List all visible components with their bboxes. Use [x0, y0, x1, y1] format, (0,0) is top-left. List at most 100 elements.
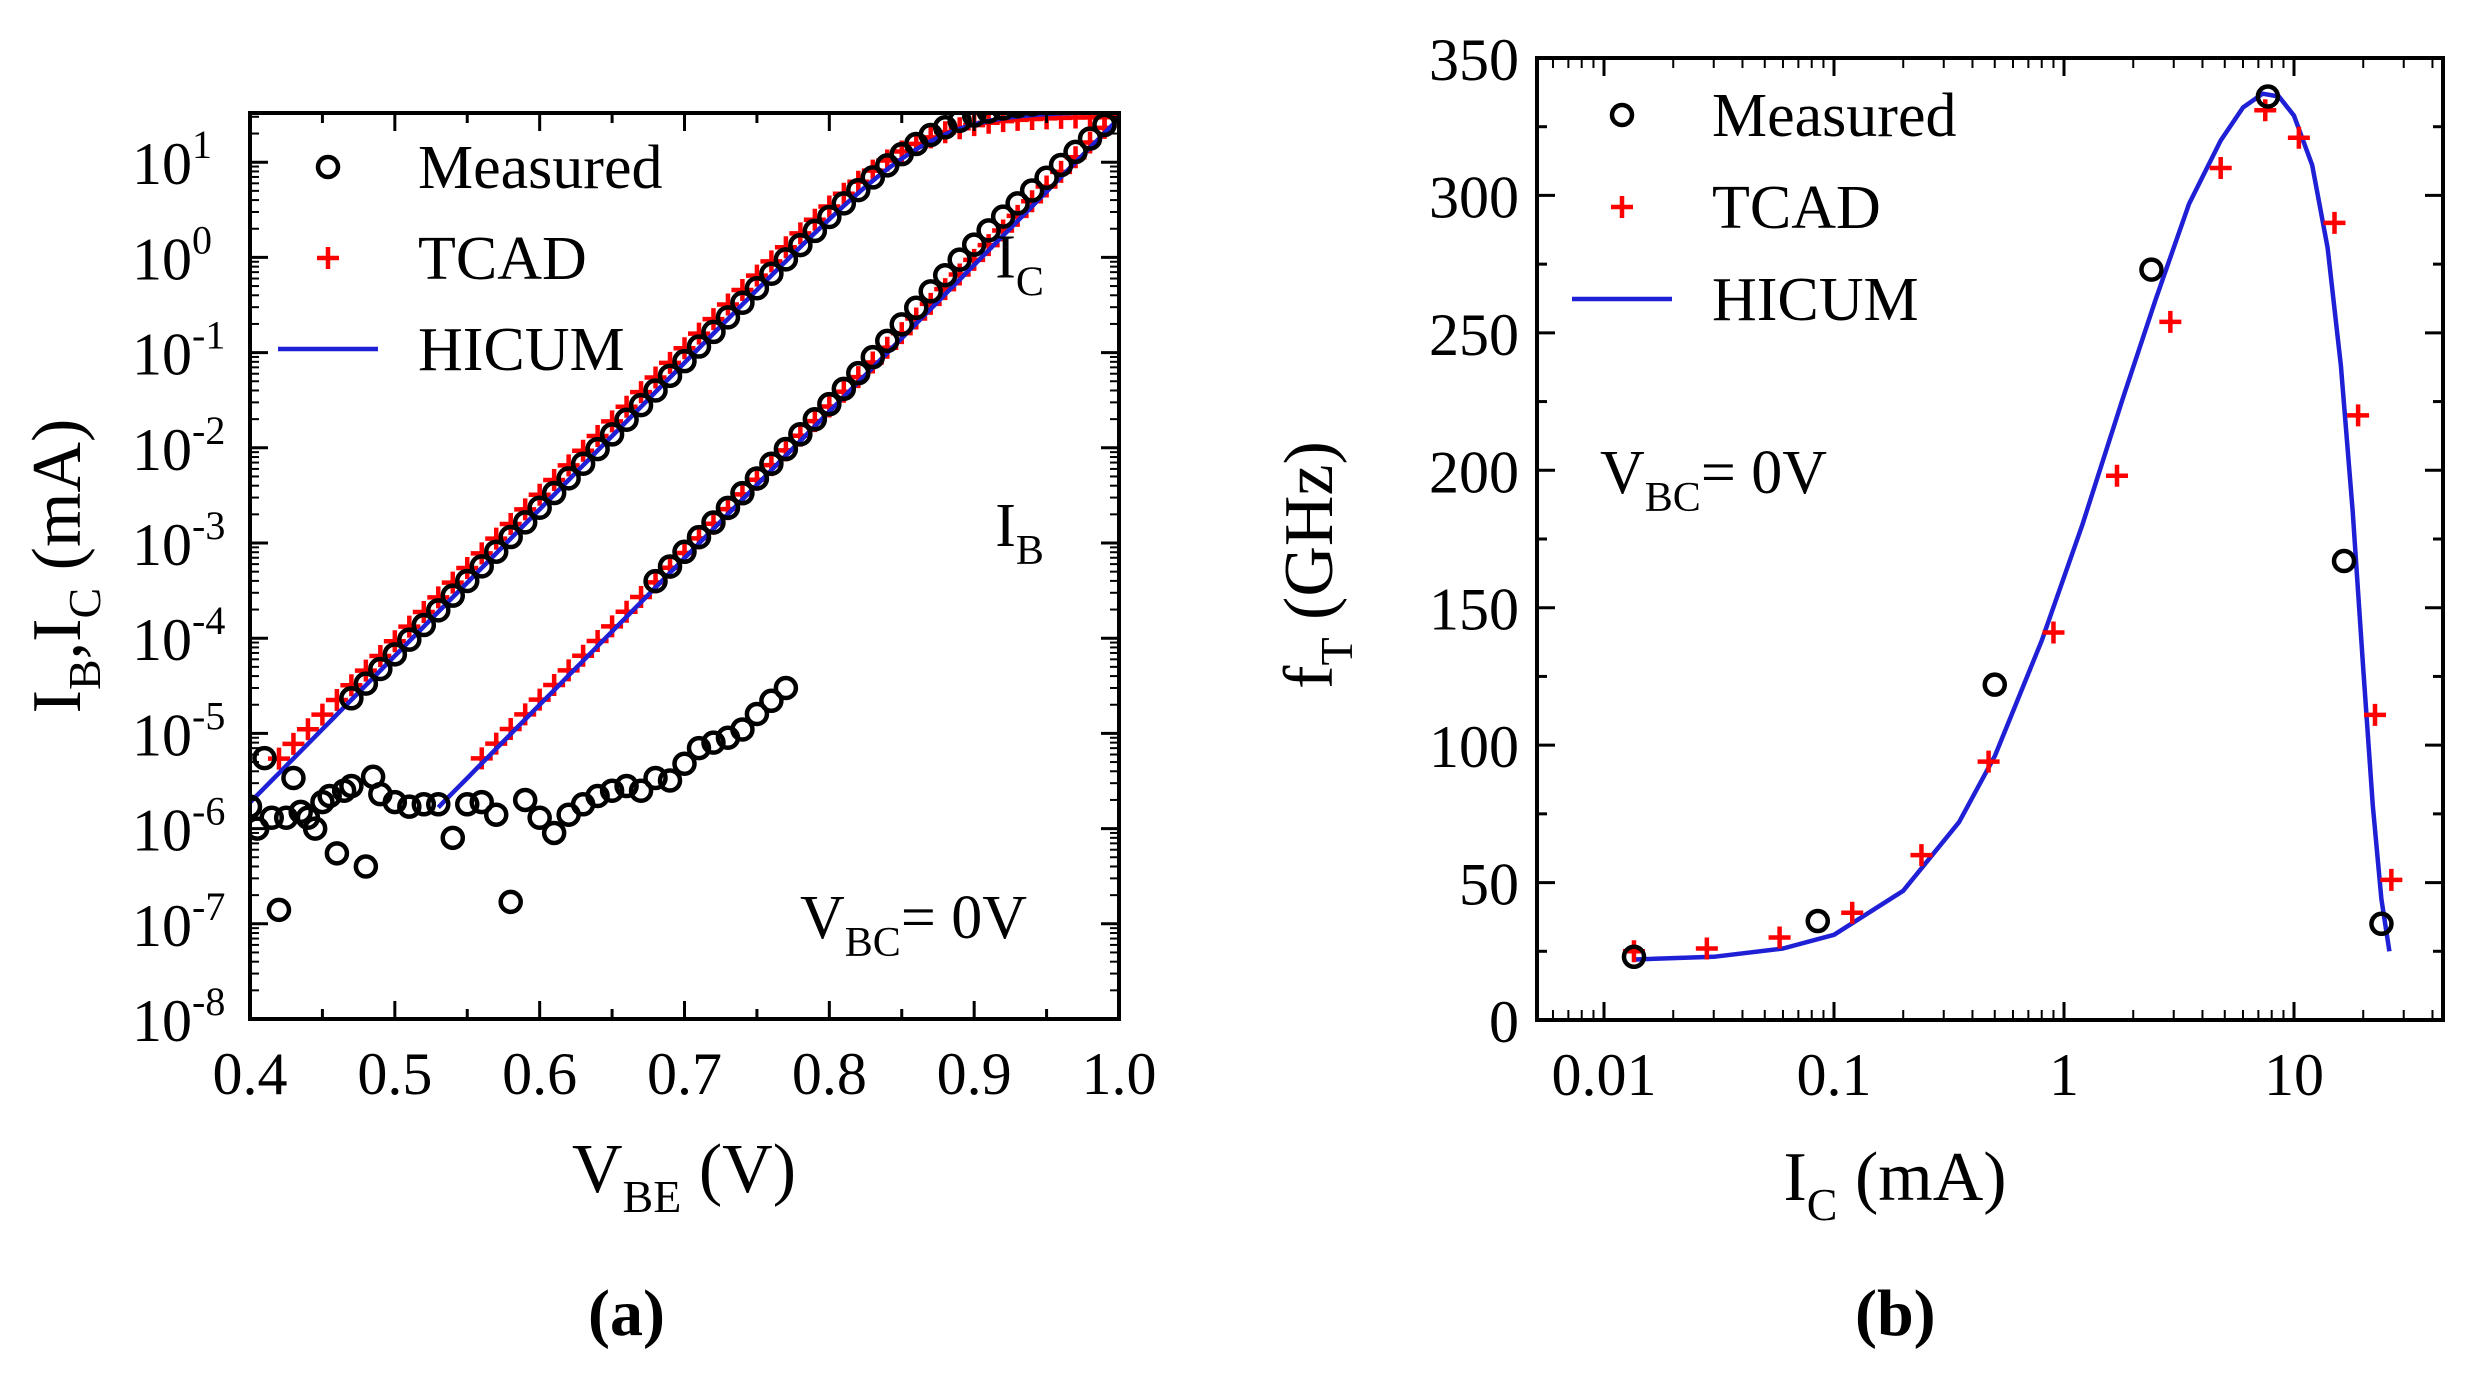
b-measured-point	[1621, 944, 1647, 970]
y-axis-label-b: fT (GHz)	[1271, 441, 1362, 689]
a-tcad-point	[745, 264, 768, 287]
a-measured-point	[773, 675, 799, 701]
a-tcad-point	[398, 615, 421, 638]
a-measured-point	[701, 319, 726, 345]
a-measured-point	[860, 344, 886, 370]
a-measured-point	[1055, 113, 1067, 115]
a-measured-point	[281, 765, 306, 791]
b-y-tick-label: 200	[1429, 439, 1519, 505]
a-measured-point	[483, 802, 509, 827]
b-y-tick-label: 50	[1459, 852, 1519, 918]
a-measured-point	[686, 735, 712, 761]
a-measured-point	[339, 773, 364, 799]
a-y-tick-label: 10-8	[132, 979, 225, 1054]
b-legend-marker-tcad	[1611, 196, 1633, 218]
a-measured-point	[990, 204, 1016, 229]
b-y-tick-label: 350	[1429, 27, 1519, 93]
a-legend-label-hicum: HICUM	[418, 316, 625, 384]
a-measured-point	[976, 113, 1001, 124]
a-measured-point	[1005, 191, 1030, 216]
a-tcad-point	[456, 556, 479, 579]
panel-label-a: (a)	[588, 1277, 665, 1350]
panel-label-b: (b)	[1855, 1277, 1936, 1350]
b-tcad-point	[2323, 211, 2346, 234]
a-tcad-point	[354, 659, 377, 682]
a-measured-point	[512, 787, 538, 813]
a-tcad-point	[572, 439, 595, 462]
a-measured-point	[324, 841, 350, 866]
a-measured-point	[991, 113, 1015, 121]
b-measured-point	[2139, 257, 2164, 282]
a-tcad-point	[296, 718, 319, 741]
a-measured-point	[541, 480, 567, 506]
a-measured-point	[469, 789, 494, 815]
a-measured-point	[628, 392, 654, 418]
a-measured-point	[715, 495, 741, 521]
a-x-tick-label: 0.8	[792, 1041, 867, 1107]
a-measured-point	[498, 889, 523, 915]
a-measured-point	[672, 348, 697, 374]
b-y-tick-label: 250	[1429, 302, 1519, 368]
plot-frame-b	[1535, 56, 2445, 1022]
b-y-tick-label: 0	[1489, 989, 1519, 1055]
a-tcad-point	[731, 279, 754, 302]
b-tcad-point	[2159, 310, 2182, 333]
b-tcad-point	[1841, 901, 1864, 924]
a-measured-point	[1007, 113, 1028, 119]
b-legend-label-measured: Measured	[1712, 82, 1956, 150]
a-tcad-point	[687, 322, 710, 345]
a-hicum-line-ic	[250, 113, 1119, 805]
a-measured-point	[903, 295, 929, 321]
a-measured-point	[353, 854, 379, 879]
a-measured-point	[556, 466, 581, 491]
a-measured-point	[802, 407, 828, 432]
a-measured-point	[397, 627, 422, 652]
a-measured-point	[686, 334, 712, 359]
b-tcad-point	[2347, 404, 2370, 427]
a-measured-point	[759, 261, 784, 287]
a-curve-label-b: IB	[995, 492, 1044, 574]
a-y-tick-label: 10-5	[132, 693, 225, 768]
b-measured-point	[1805, 908, 1831, 934]
a-measured-point	[512, 510, 538, 535]
b-measured-point	[2255, 84, 2281, 109]
a-legend-label-tcad: TCAD	[418, 225, 587, 293]
a-tcad-point	[644, 366, 667, 389]
a-measured-point	[932, 263, 958, 288]
a-tcad-point	[760, 250, 783, 273]
a-tcad-point	[325, 688, 348, 711]
annotation-vbc-b: VBC= 0V	[1600, 439, 1827, 521]
a-measured-point	[643, 378, 668, 403]
a-tcad-point	[427, 586, 450, 609]
a-measured-point	[527, 495, 552, 520]
a-measured-point	[1019, 178, 1045, 203]
a-measured-point	[759, 451, 784, 477]
y-axis-label-a: IB,IC (mA)	[19, 419, 110, 714]
a-measured-point	[455, 568, 480, 594]
a-tcad-point	[470, 542, 493, 565]
b-tcad-point	[1910, 844, 1933, 867]
a-measured-point	[947, 113, 972, 134]
a-measured-point	[397, 794, 422, 819]
b-tcad-point	[2287, 126, 2310, 149]
a-measured-point	[541, 820, 567, 846]
b-hicum-line	[1633, 91, 2392, 962]
b-x-tick-label: 1	[2049, 1042, 2079, 1108]
a-measured-point	[614, 773, 639, 799]
b-tcad-point	[2209, 156, 2232, 179]
b-measured-point	[2331, 548, 2357, 574]
a-measured-point	[715, 305, 741, 330]
a-y-tick-label: 10-3	[132, 503, 225, 578]
a-x-tick-label: 0.5	[357, 1041, 432, 1107]
a-tcad-point	[282, 732, 305, 755]
a-measured-point	[382, 789, 408, 815]
a-measured-point	[802, 218, 828, 244]
b-tcad-point	[2254, 99, 2277, 122]
a-measured-point	[498, 524, 523, 550]
a-measured-point	[426, 598, 451, 623]
a-tcad-point	[673, 337, 696, 360]
a-tcad-point	[528, 483, 551, 506]
a-measured-point	[744, 701, 770, 727]
b-tcad-point	[2364, 703, 2386, 726]
